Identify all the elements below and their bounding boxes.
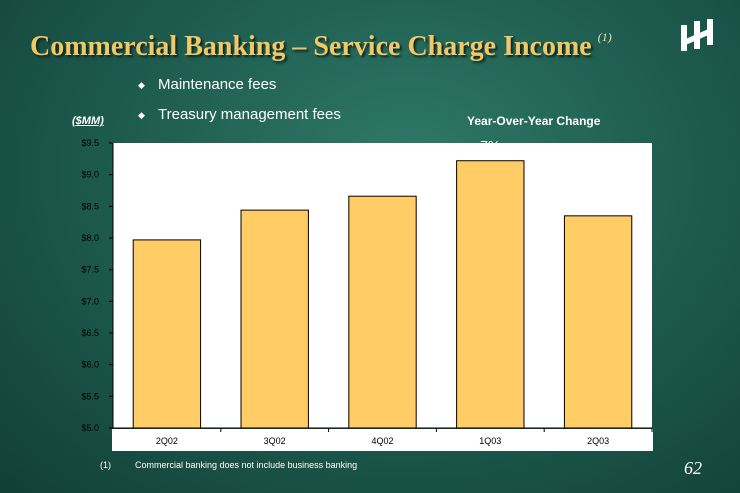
y-tick-label: $9.5 [81, 138, 99, 148]
x-tick-label: 2Q02 [156, 436, 178, 446]
bullet-item: ◆ Maintenance fees [138, 74, 341, 104]
y-unit-label: ($MM) [72, 115, 104, 127]
y-tick-label: $7.0 [81, 296, 99, 306]
bullet-text: Treasury management fees [158, 106, 341, 123]
y-tick-label: $5.5 [81, 391, 99, 401]
y-tick-label: $9.0 [81, 170, 99, 180]
huntington-logo-icon [681, 19, 713, 51]
bar [456, 160, 525, 429]
x-tick-label: 4Q02 [371, 436, 393, 446]
title-footnote-ref: (1) [597, 30, 612, 44]
y-tick-label: $7.5 [81, 265, 99, 275]
x-tick-label: 2Q03 [587, 436, 609, 446]
footnote: (1) Commercial banking does not include b… [100, 460, 357, 470]
diamond-bullet-icon: ◆ [138, 110, 145, 120]
y-tick-label: $8.5 [81, 201, 99, 211]
x-tick-label: 3Q02 [264, 436, 286, 446]
bar-data-label: 18% [368, 173, 396, 189]
y-tick-label: $8.0 [81, 233, 99, 243]
x-axis-band [112, 429, 653, 451]
yoy-heading: Year-Over-Year Change [467, 114, 601, 128]
diamond-bullet-icon: ◆ [138, 80, 145, 90]
bar-data-label: 14% [261, 187, 289, 203]
x-tick-label: 1Q03 [479, 436, 501, 446]
bullet-list: ◆ Maintenance fees ◆ Treasury management f… [138, 74, 341, 134]
bullet-text: Maintenance fees [158, 76, 277, 93]
page-number: 62 [684, 458, 702, 478]
y-tick-label: $5.0 [81, 423, 99, 433]
bar [132, 239, 202, 429]
bar-data-label: 5% [588, 193, 608, 209]
y-tick-label: $6.0 [81, 360, 99, 370]
bar [348, 195, 417, 429]
footnote-number: (1) [100, 460, 111, 470]
bullet-item: ◆ Treasury management fees [138, 104, 341, 134]
y-tick-label: $6.5 [81, 328, 99, 338]
slide-title: Commercial Banking – Service Charge Inco… [30, 30, 612, 63]
bar [563, 215, 633, 429]
footnote-text: Commercial banking does not include busi… [135, 460, 358, 470]
title-text: Commercial Banking – Service Charge Inco… [30, 31, 592, 62]
bar-data-label: 7% [480, 138, 500, 154]
bar [240, 209, 309, 429]
